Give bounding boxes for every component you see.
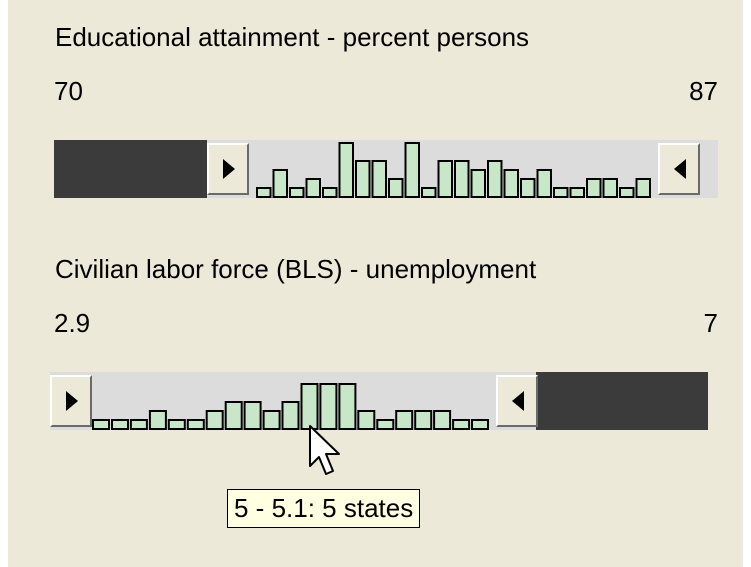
min-handle-unemployment[interactable]: [50, 375, 92, 427]
histogram-bar[interactable]: [371, 160, 387, 198]
histogram-bar[interactable]: [338, 383, 357, 430]
dynamic-query-panel: Educational attainment - percent persons…: [8, 0, 743, 567]
range-slider-education[interactable]: [54, 140, 718, 200]
histogram-bar[interactable]: [487, 160, 503, 198]
slider-min-label-education: 70: [54, 76, 83, 106]
histogram-bar[interactable]: [437, 160, 453, 198]
histogram-bar[interactable]: [553, 187, 569, 198]
histogram-bar[interactable]: [635, 178, 651, 198]
histogram-bar[interactable]: [452, 419, 471, 430]
histogram-bar[interactable]: [262, 410, 281, 430]
right-arrow-icon: [66, 391, 78, 411]
histogram-bar[interactable]: [395, 410, 414, 430]
histogram-bar[interactable]: [602, 178, 618, 198]
histogram-bar[interactable]: [224, 401, 243, 430]
histogram-bar[interactable]: [338, 142, 354, 198]
histogram-bar[interactable]: [471, 419, 489, 430]
filtered-out-region-right: [536, 372, 708, 430]
histogram-bar[interactable]: [300, 383, 319, 430]
histogram-bar[interactable]: [289, 187, 305, 198]
slider-max-label-unemployment: 7: [703, 308, 718, 338]
slider-min-label-unemployment: 2.9: [54, 308, 91, 338]
histogram-bar[interactable]: [205, 410, 224, 430]
histogram-bar[interactable]: [305, 178, 321, 198]
slider-max-label-education: 87: [689, 76, 718, 106]
histogram-bar[interactable]: [376, 419, 395, 430]
histogram-bar[interactable]: [355, 160, 371, 198]
histogram-education: [256, 142, 651, 198]
slider-title-education: Educational attainment - percent persons: [55, 22, 530, 52]
histogram-bar[interactable]: [520, 178, 536, 198]
histogram-bar[interactable]: [281, 401, 300, 430]
max-handle-unemployment[interactable]: [496, 375, 538, 427]
histogram-bar[interactable]: [388, 178, 404, 198]
histogram-bar[interactable]: [111, 419, 129, 430]
histogram-unemployment: [92, 383, 489, 430]
histogram-bar[interactable]: [322, 187, 338, 198]
arrow-cursor-icon: [309, 425, 340, 475]
slider-title-unemployment: Civilian labor force (BLS) - unemploymen…: [55, 254, 537, 284]
histogram-bar[interactable]: [433, 410, 452, 430]
histogram-bar[interactable]: [319, 383, 338, 430]
filtered-out-region-left: [54, 140, 207, 198]
histogram-bar[interactable]: [186, 419, 205, 430]
histogram-bar[interactable]: [503, 169, 519, 198]
histogram-bar[interactable]: [129, 419, 148, 430]
right-arrow-icon: [223, 159, 235, 179]
histogram-bar[interactable]: [357, 410, 376, 430]
histogram-bar[interactable]: [272, 169, 288, 198]
histogram-bar[interactable]: [470, 169, 486, 198]
left-arrow-icon: [674, 159, 686, 179]
histogram-bar[interactable]: [619, 187, 635, 198]
histogram-tooltip: 5 - 5.1: 5 states: [227, 489, 421, 528]
min-handle-education[interactable]: [207, 143, 249, 195]
range-slider-unemployment[interactable]: [50, 372, 708, 432]
histogram-bar[interactable]: [569, 187, 585, 198]
histogram-bar[interactable]: [243, 401, 262, 430]
histogram-bar[interactable]: [421, 187, 437, 198]
histogram-bar[interactable]: [536, 169, 552, 198]
histogram-bar[interactable]: [256, 187, 272, 198]
histogram-bar[interactable]: [92, 419, 110, 430]
histogram-bar[interactable]: [454, 160, 470, 198]
histogram-bar[interactable]: [404, 142, 420, 198]
histogram-bar[interactable]: [167, 419, 186, 430]
max-handle-education[interactable]: [658, 143, 700, 195]
histogram-bar[interactable]: [414, 410, 433, 430]
histogram-bar[interactable]: [148, 410, 167, 430]
histogram-bar[interactable]: [586, 178, 602, 198]
left-arrow-icon: [512, 391, 524, 411]
